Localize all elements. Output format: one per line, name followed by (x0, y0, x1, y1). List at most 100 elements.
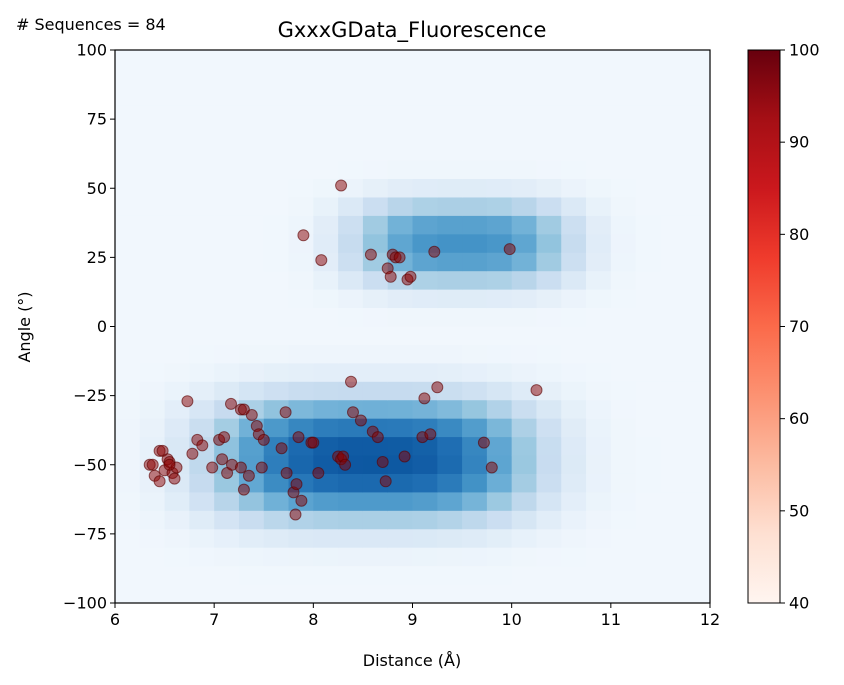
heatmap-cell (214, 105, 240, 125)
heatmap-cell (189, 105, 215, 125)
heatmap-cell (115, 234, 141, 254)
heatmap-cell (685, 455, 710, 475)
heatmap-cell (115, 547, 141, 567)
heatmap-cell (486, 510, 513, 530)
heatmap-cell (437, 68, 463, 88)
heatmap-cell (288, 363, 314, 383)
heatmap-cell (511, 326, 538, 346)
heatmap-cell (263, 271, 290, 291)
heatmap-cell (412, 363, 438, 383)
data-point (245, 409, 258, 421)
heatmap-cell (511, 160, 538, 180)
heatmap-cell (288, 547, 314, 567)
heatmap-cell (164, 381, 190, 401)
heatmap-cell (511, 197, 538, 217)
heatmap-cell (139, 326, 166, 346)
heatmap-cell (536, 418, 562, 438)
heatmap-cell (561, 308, 587, 328)
heatmap-cell (115, 437, 141, 457)
heatmap-cell (610, 197, 637, 217)
data-point (163, 458, 176, 471)
heatmap-cell (387, 68, 414, 88)
heatmap-cell (660, 142, 686, 162)
heatmap-cell (214, 252, 240, 272)
heatmap-cell (139, 566, 166, 586)
heatmap-cell (214, 566, 240, 586)
heatmap-cell (610, 547, 637, 567)
heatmap-cell (536, 492, 562, 512)
heatmap-cell (536, 160, 562, 180)
heatmap-cell (238, 381, 265, 401)
heatmap-cell (115, 50, 141, 70)
colorbar-tick-label: 90 (789, 133, 809, 152)
data-point (275, 442, 288, 455)
heatmap-cell (263, 363, 290, 383)
heatmap-cell (362, 234, 389, 254)
y-tick-label: 75 (87, 110, 107, 129)
heatmap-cell (263, 179, 290, 199)
heatmap-cell (511, 492, 538, 512)
heatmap-cell (635, 510, 662, 530)
heatmap-cell (313, 566, 339, 586)
data-point (255, 461, 268, 474)
heatmap-cell (536, 308, 562, 328)
heatmap-cell (660, 566, 686, 586)
x-tick-label: 6 (110, 610, 120, 629)
heatmap-cell (164, 437, 190, 457)
heatmap-cell (660, 215, 686, 235)
heatmap-cell (685, 547, 710, 567)
heatmap-cell (288, 105, 314, 125)
heatmap-cell (536, 215, 562, 235)
heatmap-cell (462, 68, 488, 88)
heatmap-cell (486, 142, 513, 162)
heatmap-cell (214, 492, 240, 512)
heatmap-cell (412, 86, 438, 106)
heatmap-cell (362, 437, 389, 457)
heatmap-cell (536, 510, 562, 530)
heatmap-cell (338, 492, 364, 512)
heatmap-cell (238, 50, 265, 70)
heatmap-cell (338, 381, 364, 401)
heatmap-cell (511, 123, 538, 143)
heatmap-cell (561, 510, 587, 530)
heatmap-cell (338, 271, 364, 291)
heatmap-cell (338, 215, 364, 235)
heatmap-cell (412, 50, 438, 70)
heatmap-cell (660, 50, 686, 70)
heatmap-cell (561, 584, 587, 603)
heatmap-cell (486, 547, 513, 567)
heatmap-cell (586, 308, 612, 328)
heatmap-cell (685, 492, 710, 512)
colorbar-tick-label: 60 (789, 409, 809, 428)
heatmap-cell (561, 123, 587, 143)
heatmap-cell (511, 234, 538, 254)
heatmap-cell (586, 455, 612, 475)
heatmap-cell (164, 547, 190, 567)
heatmap-cell (313, 160, 339, 180)
heatmap-cell (462, 455, 488, 475)
heatmap-cell (586, 215, 612, 235)
heatmap-cell (387, 234, 414, 254)
heatmap-cell (362, 215, 389, 235)
y-tick-label: −100 (63, 594, 107, 613)
heatmap-cell (561, 105, 587, 125)
heatmap-cell (214, 86, 240, 106)
heatmap-cell (164, 271, 190, 291)
heatmap-cell (660, 308, 686, 328)
heatmap-cell (238, 252, 265, 272)
heatmap-cell (214, 529, 240, 549)
heatmap-cell (486, 179, 513, 199)
heatmap-cell (362, 197, 389, 217)
heatmap-cell (586, 142, 612, 162)
heatmap-cell (387, 142, 414, 162)
heatmap-cell (263, 234, 290, 254)
heatmap-cell (462, 234, 488, 254)
heatmap-cell (238, 529, 265, 549)
heatmap-cell (561, 179, 587, 199)
heatmap-cell (660, 86, 686, 106)
heatmap-cell (189, 86, 215, 106)
heatmap-cell (610, 344, 637, 364)
heatmap-cell (610, 234, 637, 254)
heatmap-cell (511, 289, 538, 309)
heatmap-cell (189, 252, 215, 272)
